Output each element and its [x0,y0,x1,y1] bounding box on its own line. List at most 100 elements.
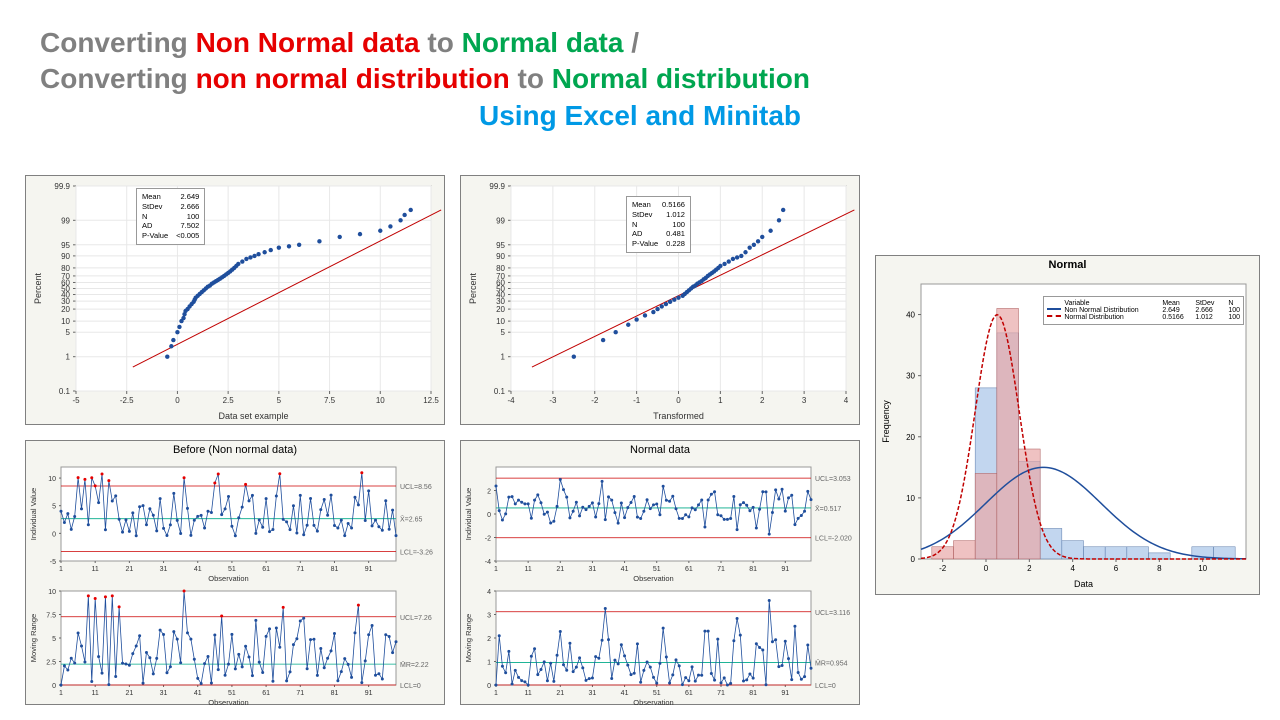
svg-text:10: 10 [1198,564,1207,573]
svg-text:31: 31 [160,690,168,697]
svg-text:4: 4 [487,589,491,596]
prob-plot-2-stats: Mean0.5166StDev1.012N100AD0.481P-Value0.… [626,196,691,253]
svg-text:71: 71 [717,690,725,697]
svg-text:-2: -2 [591,396,599,405]
svg-text:Observation: Observation [208,574,248,583]
svg-text:7.5: 7.5 [46,613,56,620]
svg-text:20: 20 [61,305,70,314]
svg-text:71: 71 [296,690,304,697]
svg-text:5: 5 [52,636,56,643]
svg-text:71: 71 [717,566,725,573]
svg-text:21: 21 [125,566,133,573]
prob-plot-1: 0.115102030405060708090959999.9-5-2.502.… [25,175,445,425]
svg-text:1: 1 [494,566,498,573]
svg-text:11: 11 [92,690,99,697]
svg-text:0: 0 [487,512,491,519]
svg-text:-2.5: -2.5 [120,396,134,405]
svg-text:91: 91 [781,566,789,573]
svg-text:3: 3 [487,613,491,620]
svg-text:31: 31 [589,690,597,697]
svg-text:Individual Value: Individual Value [29,488,38,540]
histogram: Normal -20246810010203040DataFrequency V… [875,255,1260,595]
svg-text:91: 91 [365,566,373,573]
svg-text:80: 80 [61,264,70,273]
svg-text:Moving Range: Moving Range [464,614,473,662]
svg-text:10: 10 [496,317,505,326]
svg-text:M̄R=2.22: M̄R=2.22 [400,661,429,669]
svg-text:8: 8 [1157,564,1162,573]
svg-text:51: 51 [653,566,661,573]
svg-text:1: 1 [66,353,71,362]
svg-text:10: 10 [48,589,56,596]
svg-text:95: 95 [61,241,70,250]
svg-text:0: 0 [175,396,180,405]
svg-text:21: 21 [556,566,564,573]
svg-text:1: 1 [487,660,491,667]
svg-text:-3: -3 [549,396,557,405]
svg-text:0: 0 [52,531,56,538]
svg-text:Moving Range: Moving Range [29,614,38,662]
svg-text:99.9: 99.9 [489,182,505,191]
svg-text:99.9: 99.9 [54,182,70,191]
svg-text:12.5: 12.5 [423,396,439,405]
svg-text:5: 5 [277,396,282,405]
svg-text:7.5: 7.5 [324,396,336,405]
svg-text:90: 90 [496,252,505,261]
svg-text:M̄R=0.954: M̄R=0.954 [815,660,848,668]
svg-text:71: 71 [296,566,304,573]
svg-text:31: 31 [160,566,168,573]
hist-legend: VariableMeanStDevNNon Normal Distributio… [1043,296,1244,325]
title-line-3: Using Excel and Minitab [40,98,1240,134]
svg-text:-5: -5 [50,559,56,566]
svg-text:0: 0 [984,564,989,573]
prob-plot-1-stats: Mean2.649StDev2.666N100AD7.502P-Value<0.… [136,188,205,245]
svg-text:2: 2 [487,636,491,643]
svg-text:UCL=3.053: UCL=3.053 [815,476,851,483]
svg-text:1: 1 [501,353,506,362]
svg-text:91: 91 [781,690,789,697]
svg-text:41: 41 [194,566,202,573]
svg-text:X̄=2.65: X̄=2.65 [400,516,422,524]
svg-text:51: 51 [653,690,661,697]
svg-text:61: 61 [685,566,693,573]
svg-text:2: 2 [760,396,765,405]
svg-text:5: 5 [501,328,506,337]
svg-text:70: 70 [496,272,505,281]
svg-text:0: 0 [676,396,681,405]
svg-text:81: 81 [331,566,339,573]
svg-text:1: 1 [718,396,723,405]
svg-text:Percent: Percent [33,272,43,304]
svg-text:-5: -5 [72,396,80,405]
svg-text:0.1: 0.1 [494,387,506,396]
svg-text:2.5: 2.5 [223,396,235,405]
prob-plot-2: 0.115102030405060708090959999.9-4-3-2-10… [460,175,860,425]
svg-text:UCL=8.56: UCL=8.56 [400,484,432,491]
svg-text:5: 5 [52,504,56,511]
svg-text:Individual Value: Individual Value [464,488,473,540]
svg-text:41: 41 [621,690,629,697]
svg-text:-2: -2 [939,564,947,573]
svg-text:20: 20 [496,305,505,314]
svg-text:10: 10 [48,476,56,483]
svg-text:91: 91 [365,690,373,697]
svg-text:11: 11 [525,690,532,697]
svg-text:LCL=-3.26: LCL=-3.26 [400,549,433,556]
svg-text:81: 81 [749,566,757,573]
svg-text:10: 10 [61,317,70,326]
svg-text:61: 61 [262,690,270,697]
svg-text:1: 1 [494,690,498,697]
svg-text:11: 11 [525,566,532,573]
svg-text:20: 20 [906,433,915,442]
svg-text:3: 3 [802,396,807,405]
svg-text:2.5: 2.5 [46,660,56,667]
svg-text:81: 81 [331,690,339,697]
svg-text:UCL=7.26: UCL=7.26 [400,615,432,622]
svg-text:4: 4 [1070,564,1075,573]
control-chart-2: Normal data -4-2021112131415161718191UCL… [460,440,860,705]
svg-text:10: 10 [376,396,385,405]
svg-text:70: 70 [61,272,70,281]
svg-text:40: 40 [906,311,915,320]
svg-text:51: 51 [228,690,236,697]
svg-text:Frequency: Frequency [881,400,891,443]
hist-title: Normal [876,256,1259,274]
